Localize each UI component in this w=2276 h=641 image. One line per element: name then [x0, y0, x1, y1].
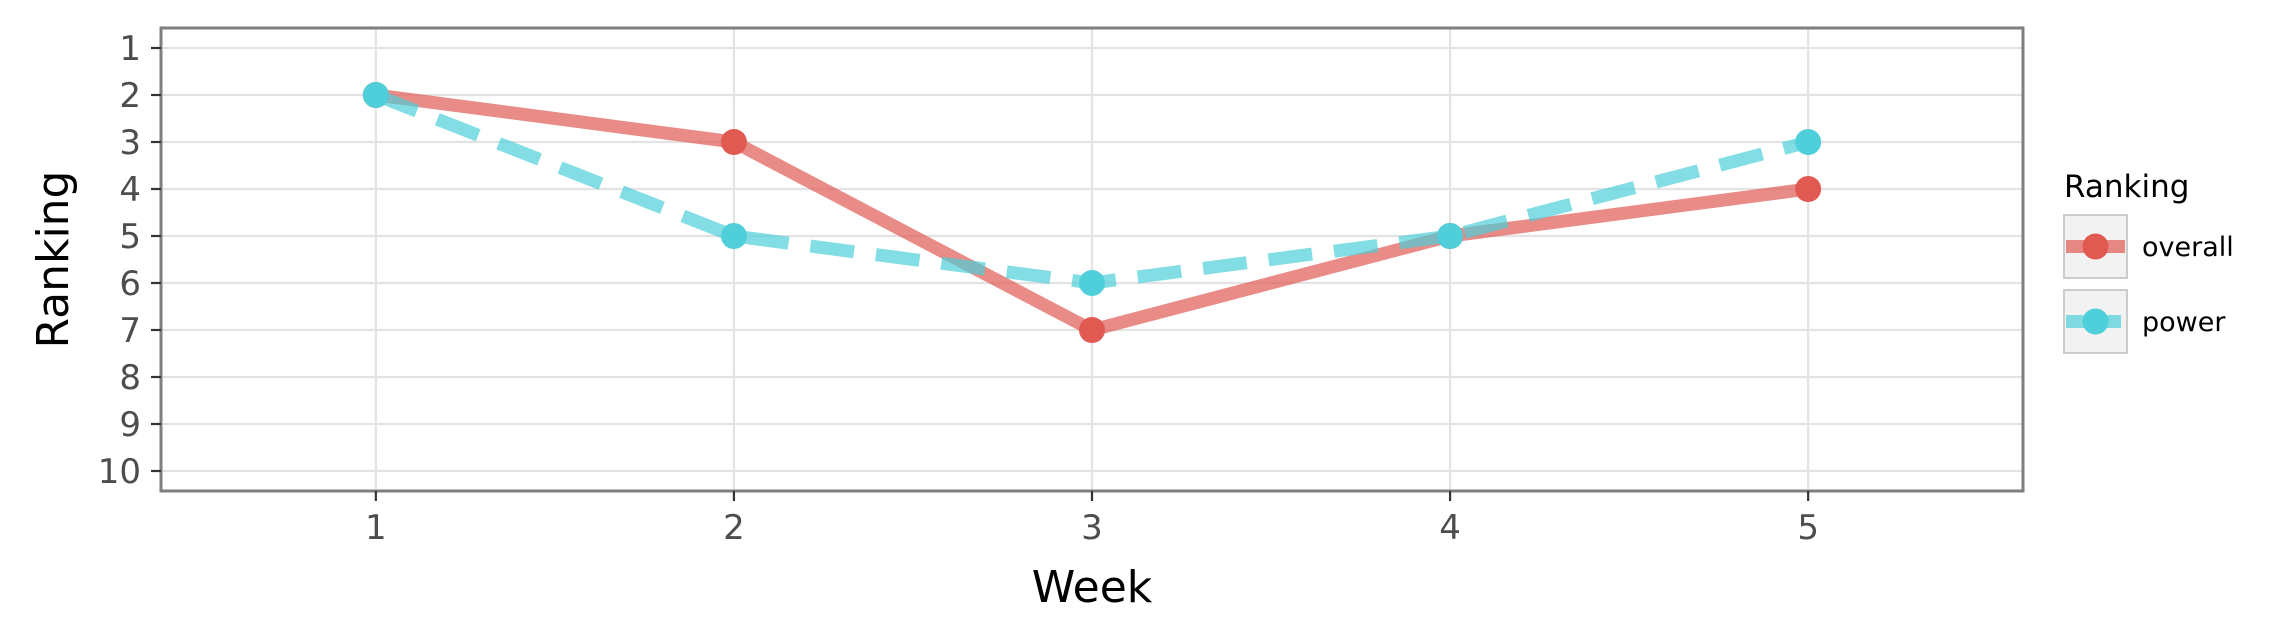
y-tick-label: 9 — [119, 405, 141, 445]
legend-label: overall — [2142, 232, 2234, 263]
y-tick-label: 7 — [119, 311, 141, 351]
legend-key-point — [2082, 308, 2109, 335]
data-point-power — [1079, 270, 1105, 296]
x-tick-label: 5 — [1797, 508, 1819, 548]
data-point-overall — [1795, 176, 1822, 202]
data-point-overall — [720, 129, 747, 155]
data-point-power — [1437, 223, 1464, 249]
legend-key-point — [2082, 233, 2109, 260]
y-tick-label: 1 — [119, 29, 141, 69]
data-point-power — [362, 82, 389, 108]
y-tick-label: 3 — [119, 123, 141, 163]
y-tick-label: 5 — [119, 217, 141, 257]
x-tick-label: 2 — [723, 508, 745, 548]
y-tick-label: 6 — [119, 264, 141, 304]
series-points — [362, 82, 1822, 343]
y-tick-label: 4 — [119, 170, 141, 210]
y-tick-label: 10 — [98, 452, 141, 492]
legend-item-overall: overall — [2063, 214, 2234, 279]
y-tick-label: 8 — [119, 358, 141, 398]
x-tick-label: 4 — [1439, 508, 1461, 548]
legend-label: power — [2142, 307, 2226, 338]
legend-item-power: power — [2063, 289, 2226, 354]
y-axis-title: Ranking — [28, 171, 79, 349]
x-tick-label: 3 — [1081, 508, 1103, 548]
y-tick-label: 2 — [119, 76, 141, 116]
x-axis-ticks: 1 2 3 4 5 — [365, 491, 1819, 548]
x-axis-title: Week — [1032, 562, 1153, 613]
y-axis-ticks: 1 2 3 4 5 6 7 8 9 10 — [98, 29, 161, 492]
legend-title: Ranking — [2064, 169, 2189, 205]
data-point-power — [720, 223, 747, 249]
x-tick-label: 1 — [365, 508, 387, 548]
data-point-overall — [1079, 317, 1105, 343]
legend: Ranking overall power — [2063, 169, 2234, 354]
data-point-power — [1795, 129, 1822, 155]
